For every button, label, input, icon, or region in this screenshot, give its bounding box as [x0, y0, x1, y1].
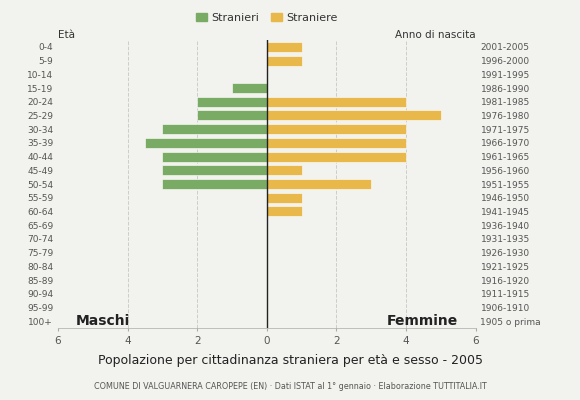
Bar [162, 165, 267, 175]
Text: Femmine: Femmine [387, 314, 458, 328]
Bar [267, 165, 302, 175]
Bar [197, 97, 267, 107]
Bar [267, 110, 441, 120]
Bar [267, 179, 371, 189]
Text: COMUNE DI VALGUARNERA CAROPEPE (EN) · Dati ISTAT al 1° gennaio · Elaborazione TU: COMUNE DI VALGUARNERA CAROPEPE (EN) · Da… [93, 382, 487, 391]
Text: Maschi: Maschi [75, 314, 130, 328]
Bar [145, 138, 267, 148]
Bar [267, 193, 302, 203]
Bar [267, 97, 406, 107]
Bar [232, 83, 267, 93]
Bar [267, 124, 406, 134]
Text: Anno di nascita: Anno di nascita [395, 30, 476, 40]
Bar [162, 124, 267, 134]
Bar [162, 152, 267, 162]
Bar [267, 206, 302, 216]
Bar [162, 179, 267, 189]
Bar [267, 152, 406, 162]
Text: Età: Età [58, 30, 75, 40]
Bar [267, 138, 406, 148]
Legend: Stranieri, Straniere: Stranieri, Straniere [191, 8, 342, 27]
Text: Popolazione per cittadinanza straniera per età e sesso - 2005: Popolazione per cittadinanza straniera p… [97, 354, 483, 367]
Bar [197, 110, 267, 120]
Bar [267, 56, 302, 66]
Bar [267, 42, 302, 52]
